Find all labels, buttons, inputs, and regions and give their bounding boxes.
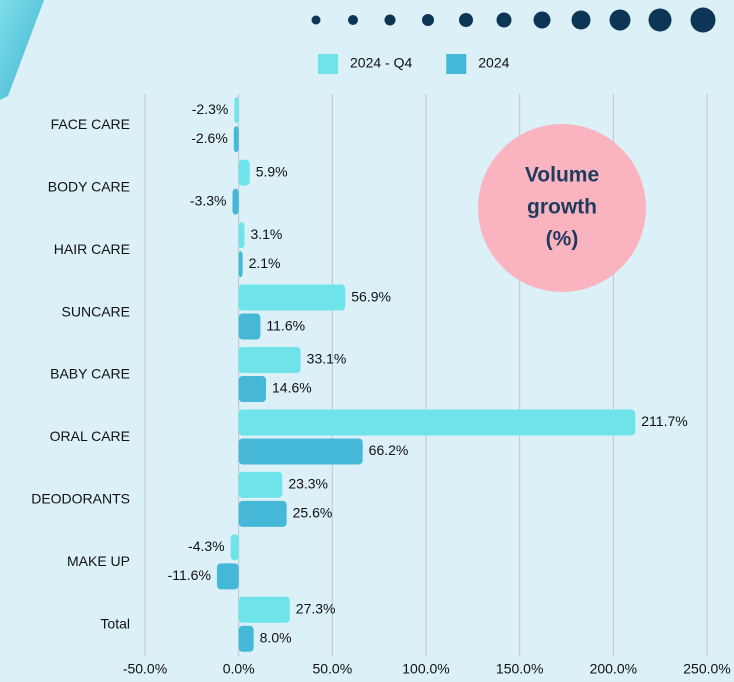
data-label: -11.6% (168, 567, 211, 583)
data-label: 27.3% (296, 600, 336, 616)
bar (238, 596, 290, 623)
bar (233, 126, 239, 153)
bar (238, 471, 283, 498)
data-label: 11.6% (266, 317, 305, 333)
legend-swatch (318, 54, 338, 74)
y-tick-label: ORAL CARE (50, 428, 130, 444)
bar (238, 284, 346, 311)
dots (311, 7, 716, 33)
x-tick-label: -50.0% (123, 661, 167, 677)
legend-label: 2024 (478, 55, 509, 71)
x-tick-label: 100.0% (402, 661, 449, 677)
y-tick-label: HAIR CARE (54, 241, 130, 257)
data-label: -2.3% (192, 101, 229, 117)
annotation: growth (527, 196, 597, 219)
y-tick-label: BODY CARE (48, 178, 130, 194)
bar (234, 97, 239, 124)
bar (238, 438, 363, 465)
data-label: 66.2% (369, 442, 409, 458)
legend-label: 2024 - Q4 (350, 55, 412, 71)
data-label: -2.6% (191, 130, 228, 146)
y-tick-label: MAKE UP (67, 553, 130, 569)
data-label: 56.9% (351, 288, 391, 304)
data-label: 2.1% (249, 255, 281, 271)
annotation: (%) (546, 228, 579, 251)
annotation: Volume (525, 164, 599, 187)
bar (238, 251, 243, 278)
data-label: 33.1% (307, 351, 347, 367)
data-label: 5.9% (256, 163, 288, 179)
y-tick-label: Total (100, 615, 130, 631)
data-label: -3.3% (190, 192, 227, 208)
bar (238, 347, 301, 373)
data-label: 8.0% (260, 629, 292, 645)
y-tick-label: BABY CARE (50, 366, 130, 382)
bar (238, 159, 250, 186)
bar (216, 563, 239, 590)
data-label: 211.7% (641, 413, 687, 429)
annotation-circle (478, 124, 646, 292)
bar (238, 625, 254, 652)
x-tick-label: 50.0% (312, 661, 352, 677)
x-tick-label: 200.0% (590, 661, 637, 677)
y-tick-label: DEODORANTS (31, 491, 130, 507)
data-label: -4.3% (188, 538, 225, 554)
bar (238, 313, 261, 340)
bar (230, 534, 239, 561)
bar (238, 409, 636, 436)
y-tick-label: SUNCARE (62, 303, 130, 319)
data-label: 25.6% (293, 505, 333, 521)
data-label: 23.3% (288, 476, 328, 492)
x-tick-label: 150.0% (496, 661, 543, 677)
y-tick-label: FACE CARE (51, 116, 130, 132)
bar (238, 376, 267, 402)
bar (238, 222, 245, 249)
data-label: 3.1% (250, 226, 282, 242)
legend-swatch (446, 54, 467, 74)
decoration (0, 0, 44, 100)
bar (238, 500, 287, 527)
data-label: 14.6% (272, 380, 312, 396)
x-tick-label: 250.0% (683, 661, 730, 677)
x-tick-label: 0.0% (223, 661, 255, 677)
bar (232, 188, 239, 215)
